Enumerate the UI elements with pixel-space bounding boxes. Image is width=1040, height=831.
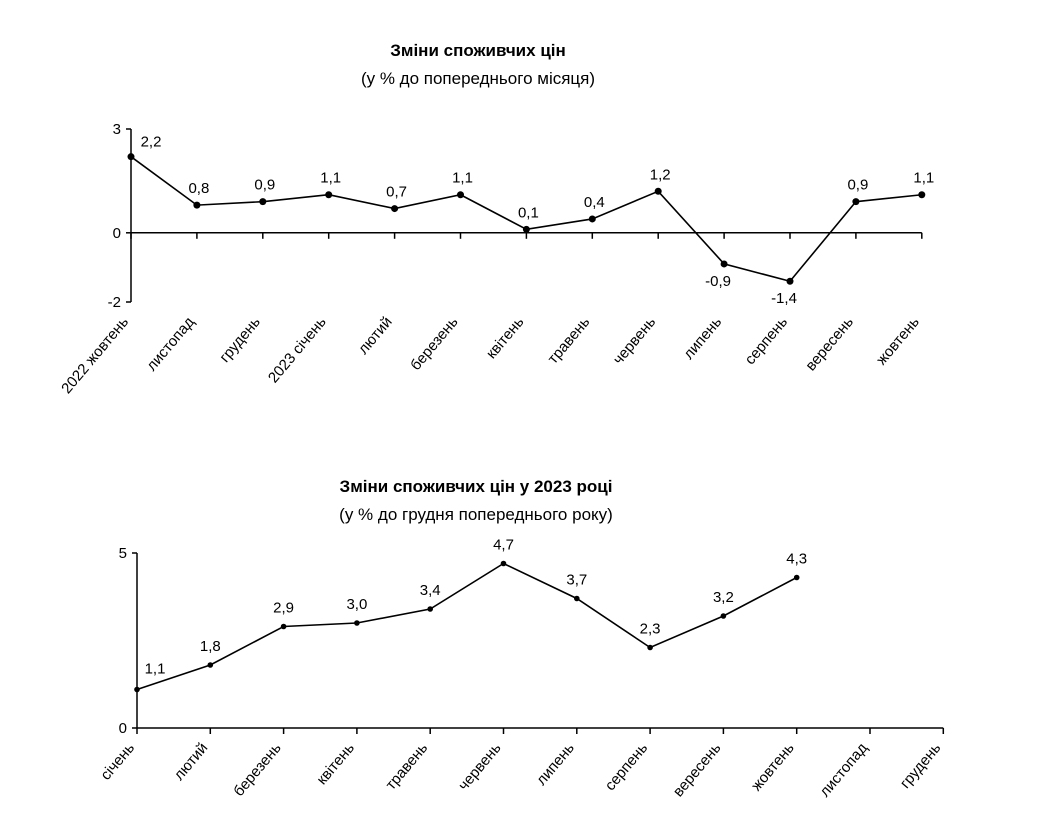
x-tick-label: вересень — [802, 314, 857, 375]
x-tick-label: вересень — [670, 740, 725, 801]
x-tick-label: 2023 січень — [265, 314, 330, 387]
data-label: 1,1 — [145, 661, 166, 678]
data-label: 0,4 — [584, 194, 605, 211]
x-tick-label: серпень — [742, 314, 792, 369]
data-label: 0,9 — [847, 177, 868, 194]
x-tick-label: березень — [230, 740, 284, 800]
x-tick-label: листопад — [816, 739, 871, 800]
chart-1: Зміни споживчих цін (у % до попереднього … — [58, 41, 934, 397]
data-point — [193, 201, 201, 209]
data-point — [918, 191, 926, 199]
data-label: 2,9 — [273, 600, 294, 617]
data-point — [207, 662, 214, 668]
x-tick-label: квітень — [483, 314, 528, 363]
data-point — [647, 644, 653, 651]
data-point — [654, 187, 662, 195]
data-point — [134, 686, 140, 693]
data-label: 1,1 — [452, 170, 473, 187]
x-tick-label: квітень — [313, 740, 358, 789]
data-label: -1,4 — [771, 290, 797, 307]
x-tick-label: грудень — [897, 740, 945, 792]
x-tick-label: лютий — [171, 740, 212, 784]
x-tick-label: червень — [610, 314, 660, 369]
x-tick-label: травень — [544, 314, 593, 368]
data-label: 0,1 — [518, 204, 539, 221]
data-label: 1,8 — [200, 638, 221, 655]
x-tick-label: лютий — [355, 314, 396, 358]
data-label: 2,3 — [640, 621, 661, 638]
y-tick-label: 0 — [119, 720, 127, 737]
data-point — [588, 215, 596, 223]
data-label: 3,2 — [713, 589, 734, 606]
data-point — [793, 574, 800, 581]
data-label: 1,2 — [650, 166, 671, 183]
y-tick-label: 3 — [113, 121, 121, 138]
data-point — [280, 623, 287, 630]
data-point — [354, 620, 360, 626]
data-label: 3,0 — [346, 596, 367, 613]
chart-subtitle: (у % до грудня попереднього року) — [339, 505, 613, 524]
data-point — [574, 595, 580, 602]
x-tick-label: серпень — [602, 740, 652, 795]
x-tick-label: жовтень — [748, 740, 798, 795]
x-tick-label: липень — [680, 314, 725, 363]
y-tick-label: -2 — [108, 294, 121, 311]
chart-title: Зміни споживчих цін у 2023 році — [340, 477, 613, 496]
data-label: 0,8 — [188, 180, 209, 197]
data-point — [500, 560, 507, 567]
data-label: 1,1 — [913, 170, 934, 187]
data-point — [259, 198, 267, 206]
data-label: 1,1 — [320, 170, 341, 187]
x-tick-label: грудень — [216, 314, 264, 366]
data-label: 4,7 — [493, 537, 514, 554]
data-point — [720, 613, 727, 619]
data-point — [391, 205, 399, 213]
series-line — [136, 562, 798, 691]
data-point — [720, 260, 728, 268]
x-tick-label: липень — [533, 740, 578, 789]
y-tick-label: 5 — [119, 545, 127, 562]
chart-title: Зміни споживчих цін — [390, 41, 566, 60]
chart-2: Зміни споживчих цін у 2023 році (у % до г… — [97, 477, 944, 800]
x-tick-label: 2022 жовтень — [58, 314, 132, 398]
x-tick-label: червень — [455, 740, 505, 795]
data-point — [325, 191, 333, 199]
data-point — [786, 277, 794, 285]
data-label: 2,2 — [141, 134, 162, 151]
x-tick-label: листопад — [143, 313, 198, 374]
x-tick-label: жовтень — [873, 314, 923, 369]
data-point — [427, 606, 434, 612]
data-point — [852, 198, 860, 206]
x-tick-label: травень — [382, 740, 431, 794]
data-label: -0,9 — [705, 273, 731, 290]
x-tick-label: січень — [97, 740, 138, 784]
data-point — [127, 153, 135, 161]
y-tick-label: 0 — [113, 225, 121, 242]
data-label: 3,7 — [566, 572, 587, 589]
data-label: 0,9 — [254, 177, 275, 194]
data-label: 0,7 — [386, 184, 407, 201]
data-label: 4,3 — [786, 551, 807, 568]
chart-subtitle: (у % до попереднього місяця) — [361, 69, 595, 88]
data-label: 3,4 — [420, 582, 441, 599]
data-point — [522, 225, 530, 233]
data-point — [457, 191, 464, 199]
x-tick-label: березень — [407, 314, 461, 374]
